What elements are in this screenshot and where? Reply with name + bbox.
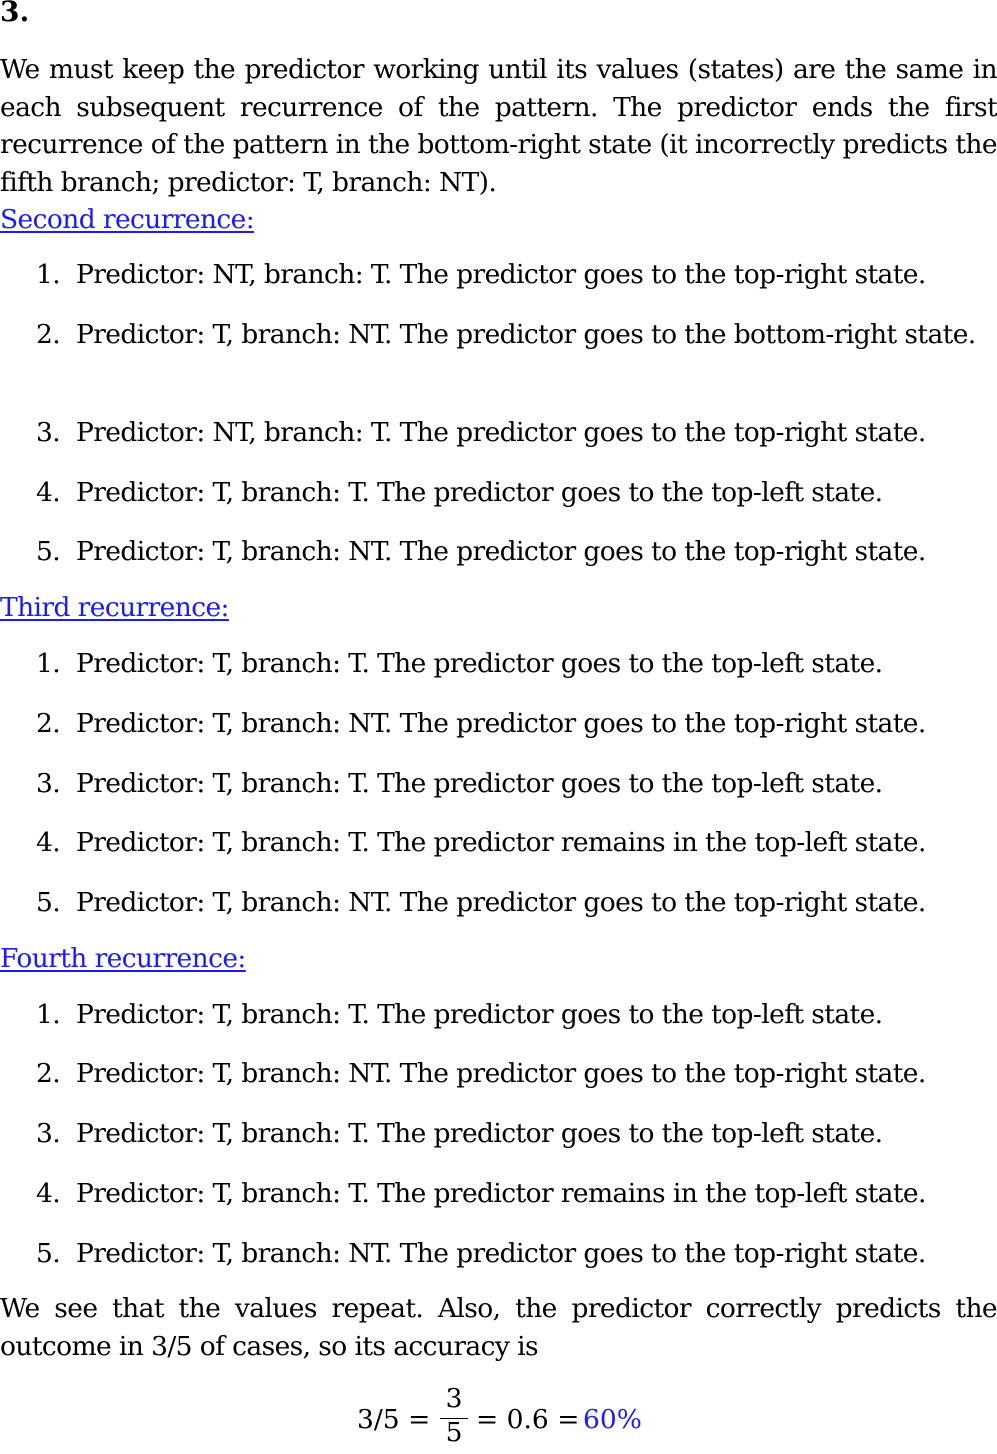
step-text: Predictor: NT, branch: T. The predictor … bbox=[76, 417, 926, 448]
step-text: Predictor: T, branch: NT. The predictor … bbox=[76, 319, 976, 350]
formula-fraction: 3 5 bbox=[440, 1384, 468, 1454]
step-number: 4. bbox=[36, 827, 61, 858]
intro-paragraph: We must keep the predictor working until… bbox=[0, 54, 997, 198]
conclusion-paragraph: We see that the values repeat. Also, the… bbox=[0, 1293, 997, 1362]
step-text: Predictor: T, branch: T. The predictor g… bbox=[76, 477, 883, 508]
step-text: Predictor: NT, branch: T. The predictor … bbox=[76, 259, 926, 290]
step-text: Predictor: T, branch: NT. The predictor … bbox=[76, 1058, 926, 1089]
step-text: Predictor: T, branch: NT. The predictor … bbox=[76, 708, 926, 739]
step-number: 3. bbox=[36, 1118, 61, 1149]
step-text: Predictor: T, branch: T. The predictor g… bbox=[76, 1118, 883, 1149]
step-number: 1. bbox=[36, 648, 61, 679]
fraction-bar bbox=[440, 1418, 468, 1419]
section-link-third-recurrence[interactable]: Third recurrence: bbox=[0, 592, 229, 623]
step-number: 5. bbox=[36, 536, 61, 567]
step-number: 4. bbox=[36, 1178, 61, 1209]
step-number: 3. bbox=[36, 768, 61, 799]
step-text: Predictor: T, branch: T. The predictor g… bbox=[76, 768, 883, 799]
step-number: 2. bbox=[36, 319, 61, 350]
step-number: 5. bbox=[36, 1238, 61, 1269]
step-number: 5. bbox=[36, 887, 61, 918]
step-number: 2. bbox=[36, 708, 61, 739]
step-text: Predictor: T, branch: T. The predictor g… bbox=[76, 648, 883, 679]
step-text: Predictor: T, branch: T. The predictor r… bbox=[76, 1178, 926, 1209]
section-link-second-recurrence[interactable]: Second recurrence: bbox=[0, 204, 255, 235]
step-text: Predictor: T, branch: T. The predictor r… bbox=[76, 827, 926, 858]
step-text: Predictor: T, branch: NT. The predictor … bbox=[76, 887, 926, 918]
formula-middle: = 0.6 = bbox=[476, 1404, 580, 1435]
accuracy-formula: 3/5 = 3 5 = 0.6 = 60% bbox=[0, 1384, 997, 1454]
step-number: 2. bbox=[36, 1058, 61, 1089]
formula-result: 60% bbox=[583, 1404, 642, 1435]
fraction-numerator: 3 bbox=[445, 1383, 463, 1414]
fraction-denominator: 5 bbox=[445, 1417, 463, 1448]
step-number: 3. bbox=[36, 417, 61, 448]
step-text: Predictor: T, branch: NT. The predictor … bbox=[76, 1238, 926, 1269]
section-link-fourth-recurrence[interactable]: Fourth recurrence: bbox=[0, 943, 246, 974]
step-number: 4. bbox=[36, 477, 61, 508]
problem-number: 3. bbox=[0, 0, 30, 28]
step-text: Predictor: T, branch: T. The predictor g… bbox=[76, 999, 883, 1030]
step-number: 1. bbox=[36, 259, 61, 290]
formula-lhs: 3/5 = bbox=[357, 1404, 431, 1435]
step-number: 1. bbox=[36, 999, 61, 1030]
step-text: Predictor: T, branch: NT. The predictor … bbox=[76, 536, 926, 567]
